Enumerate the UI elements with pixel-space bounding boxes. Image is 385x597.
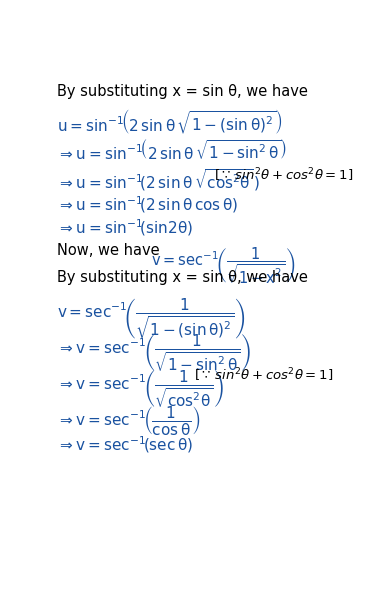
Text: $\mathrm{u = sin^{-1}\!\left(2\,sin\,\theta\,\sqrt{1-(sin\,\theta)^2}\right)}$: $\mathrm{u = sin^{-1}\!\left(2\,sin\,\th… bbox=[57, 107, 283, 136]
Text: Now, we have: Now, we have bbox=[57, 243, 164, 258]
Text: $\Rightarrow \mathrm{v = sec^{-1}\!\left(\dfrac{1}{\sqrt{cos^2\theta}}\right)}$: $\Rightarrow \mathrm{v = sec^{-1}\!\left… bbox=[57, 368, 224, 409]
Text: $\Rightarrow \mathrm{u = sin^{-1}\!\left(2\,sin\,\theta\,\sqrt{1-sin^2\,\theta}\: $\Rightarrow \mathrm{u = sin^{-1}\!\left… bbox=[57, 137, 287, 162]
Text: By substituting x = sin θ, we have: By substituting x = sin θ, we have bbox=[57, 84, 308, 99]
Text: $\mathrm{v = sec^{-1}\!\left(\dfrac{1}{\sqrt{1-x^2}}\right)}$: $\mathrm{v = sec^{-1}\!\left(\dfrac{1}{\… bbox=[151, 245, 295, 286]
Text: By substituting x = sin θ, we have: By substituting x = sin θ, we have bbox=[57, 270, 308, 285]
Text: $\Rightarrow \mathrm{v = sec^{-1}\!\left(\dfrac{1}{\sqrt{1-sin^2\,\theta}}\right: $\Rightarrow \mathrm{v = sec^{-1}\!\left… bbox=[57, 333, 251, 373]
Text: $[\because\, sin^2\theta + cos^2\theta = 1]$: $[\because\, sin^2\theta + cos^2\theta =… bbox=[194, 367, 333, 384]
Text: $\Rightarrow \mathrm{u = sin^{-1}\!(sin2\theta)}$: $\Rightarrow \mathrm{u = sin^{-1}\!(sin2… bbox=[57, 217, 193, 238]
Text: $\Rightarrow \mathrm{v = sec^{-1}\!\left(\dfrac{1}{cos\,\theta}\right)}$: $\Rightarrow \mathrm{v = sec^{-1}\!\left… bbox=[57, 404, 201, 436]
Text: $\mathrm{v = sec^{-1}\!\left(\dfrac{1}{\sqrt{1-(sin\,\theta)^2}}\right)}$: $\mathrm{v = sec^{-1}\!\left(\dfrac{1}{\… bbox=[57, 297, 246, 341]
Text: $\Rightarrow \mathrm{u = sin^{-1}\!(2\,sin\,\theta\,cos\,\theta)}$: $\Rightarrow \mathrm{u = sin^{-1}\!(2\,s… bbox=[57, 195, 238, 215]
Text: $[\because\, sin^2\theta + cos^2\theta = 1]$: $[\because\, sin^2\theta + cos^2\theta =… bbox=[214, 167, 353, 184]
Text: $\Rightarrow \mathrm{v = sec^{-1}\!(sec\,\theta)}$: $\Rightarrow \mathrm{v = sec^{-1}\!(sec\… bbox=[57, 435, 193, 456]
Text: $\Rightarrow \mathrm{u = sin^{-1}\!(2\,sin\,\theta\,\sqrt{cos^2\theta}\,)}$: $\Rightarrow \mathrm{u = sin^{-1}\!(2\,s… bbox=[57, 167, 260, 193]
